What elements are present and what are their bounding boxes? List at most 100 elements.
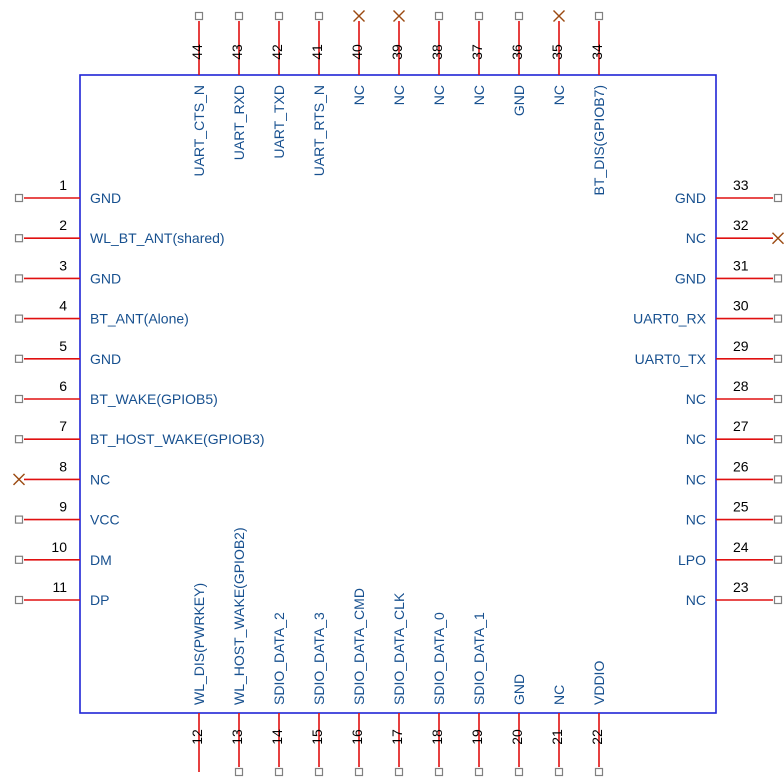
pin-17: 17 SDIO_DATA_CLK [389, 592, 407, 777]
no-connect-x-icon [353, 10, 365, 22]
pin-name-label: SDIO_DATA_1 [471, 612, 487, 705]
pin-number: 12 [189, 729, 205, 745]
pin-15: 15 SDIO_DATA_3 [309, 612, 327, 777]
no-connect-x-icon [553, 10, 565, 22]
pin-name-label: VCC [90, 512, 120, 528]
pin-terminal-26 [773, 475, 783, 484]
pin-number: 42 [269, 44, 285, 60]
pin-name-label: UART_CTS_N [191, 85, 207, 177]
pin-number: 11 [52, 579, 67, 595]
pin-6: 6 BT_WAKE(GPIOB5) [14, 378, 218, 407]
component-body-outline [79, 74, 717, 714]
pin-26: 26 NC [686, 458, 783, 487]
pin-terminal-10 [14, 555, 24, 564]
pin-name-label: NC [391, 85, 407, 105]
pin-terminal-15 [314, 767, 324, 777]
pin-number: 7 [59, 418, 67, 434]
pin-number: 17 [389, 729, 405, 745]
pin-name-label: BT_DIS(GPIOB7) [591, 85, 607, 195]
pin-1: 1 GND [14, 177, 121, 206]
pin-name-label: NC [471, 85, 487, 105]
pin-name-label: NC [431, 85, 447, 105]
pin-terminal-16 [354, 767, 364, 777]
pin-number: 41 [309, 44, 325, 60]
pin-25: 25 NC [686, 499, 783, 528]
pin-name-label: GND [675, 190, 706, 206]
no-connect-x-icon [13, 473, 25, 486]
pin-terminal-41 [314, 11, 324, 21]
pin-number: 38 [429, 44, 445, 60]
pin-terminal-29 [773, 354, 783, 363]
pin-name-label: GND [511, 674, 527, 705]
pin-name-label: NC [686, 391, 706, 407]
pin-number: 2 [59, 217, 67, 233]
pin-terminal-43 [234, 11, 244, 21]
pins-layer: 1 GND 2 WL_BT_ANT(shared) 3 GND 4 BT_ANT(Alone)… [13, 10, 784, 777]
pin-38: 38 NC [429, 11, 447, 105]
pin-name-label: NC [90, 471, 110, 487]
pin-terminal-9 [14, 515, 24, 524]
pin-number: 43 [229, 44, 245, 60]
no-connect-x-icon [772, 232, 784, 245]
pin-name-label: SDIO_DATA_2 [271, 612, 287, 705]
pin-39: 39 NC [389, 10, 407, 105]
pin-number: 21 [549, 729, 565, 745]
pin-7: 7 BT_HOST_WAKE(GPIOB3) [14, 418, 265, 447]
pin-name-label: SDIO_DATA_0 [431, 612, 447, 705]
pin-22: 22 VDDIO [589, 661, 607, 777]
pin-41: 41 UART_RTS_N [309, 11, 327, 176]
pin-24: 24 LPO [678, 539, 783, 568]
pin-number: 6 [59, 378, 67, 394]
pin-number: 31 [733, 257, 749, 273]
pin-name-label: WL_DIS(PWRKEY) [191, 583, 207, 705]
pin-number: 44 [189, 44, 205, 60]
pin-42: 42 UART_TXD [269, 11, 287, 159]
pin-number: 8 [59, 458, 67, 474]
pin-30: 30 UART0_RX [633, 298, 783, 327]
pin-name-label: GND [90, 351, 121, 367]
pin-terminal-36 [514, 11, 524, 21]
pin-37: 37 NC [469, 11, 487, 105]
pin-terminal-14 [274, 767, 284, 777]
pin-number: 27 [733, 418, 749, 434]
pin-terminal-18 [434, 767, 444, 777]
pin-number: 23 [733, 579, 749, 595]
pin-12: 12 WL_DIS(PWRKEY) [189, 583, 207, 772]
pin-number: 18 [429, 729, 445, 745]
pin-terminal-2 [14, 234, 24, 243]
pin-name-label: DP [90, 592, 109, 608]
pin-terminal-30 [773, 314, 783, 323]
pin-terminal-31 [773, 274, 783, 283]
pin-name-label: NC [686, 592, 706, 608]
pin-number: 34 [589, 44, 605, 60]
pin-terminal-19 [474, 767, 484, 777]
pin-number: 37 [469, 44, 485, 60]
pin-name-label: NC [351, 85, 367, 105]
pin-number: 24 [733, 539, 749, 555]
pin-40: 40 NC [349, 10, 367, 105]
no-connect-x-icon [393, 10, 405, 22]
pin-number: 25 [733, 499, 749, 515]
pin-name-label: WL_BT_ANT(shared) [90, 230, 225, 246]
pin-19: 19 SDIO_DATA_1 [469, 612, 487, 777]
pin-36: 36 GND [509, 11, 527, 116]
pin-terminal-21 [554, 767, 564, 777]
pin-name-label: UART0_RX [633, 311, 707, 327]
pin-number: 33 [733, 177, 749, 193]
pin-terminal-28 [773, 394, 783, 404]
pin-name-label: SDIO_DATA_CMD [351, 588, 367, 705]
pin-name-label: NC [686, 431, 706, 447]
pin-name-label: VDDIO [591, 661, 607, 705]
pin-number: 13 [229, 729, 245, 745]
pin-terminal-5 [14, 354, 24, 363]
pin-28: 28 NC [686, 378, 783, 407]
pin-terminal-38 [434, 11, 444, 21]
pin-number: 9 [59, 499, 67, 515]
pin-terminal-4 [14, 314, 24, 323]
pin-number: 10 [51, 539, 67, 555]
pin-number: 30 [733, 298, 749, 314]
pin-name-label: GND [511, 85, 527, 116]
pin-number: 26 [733, 458, 749, 474]
pin-terminal-33 [773, 193, 783, 203]
pin-14: 14 SDIO_DATA_2 [269, 612, 287, 777]
